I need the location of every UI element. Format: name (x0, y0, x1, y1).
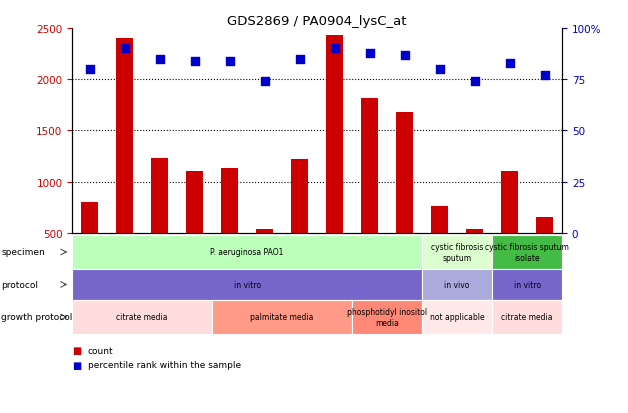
Point (190, 58, 200, 65)
Point (259, 79, 269, 85)
Text: percentile rank within the sample: percentile rank within the sample (88, 361, 241, 370)
Text: in vitro: in vitro (234, 280, 261, 289)
Point (470, 79, 480, 85)
Bar (396, 113, 413, 233)
Bar (536, 217, 553, 233)
Bar (361, 98, 378, 233)
Bar (81, 203, 99, 233)
Point (399, 52, 409, 59)
Title: GDS2869 / PA0904_lysC_at: GDS2869 / PA0904_lysC_at (227, 15, 407, 28)
Bar (291, 160, 308, 233)
Point (504, 60, 514, 67)
Point (365, 50, 375, 57)
Bar (151, 159, 168, 233)
Text: citrate media: citrate media (116, 313, 168, 322)
Point (435, 66, 445, 73)
Bar (221, 169, 239, 233)
Point (330, 46, 340, 52)
Bar (186, 172, 203, 233)
Text: phosphotidyl inositol
media: phosphotidyl inositol media (347, 308, 427, 327)
Point (539, 73, 550, 79)
Text: ■: ■ (72, 346, 82, 356)
Bar (431, 207, 448, 233)
Point (85, 66, 95, 73)
Bar (501, 172, 518, 233)
Point (225, 58, 235, 65)
Text: not applicable: not applicable (430, 313, 484, 322)
Text: growth protocol: growth protocol (1, 313, 73, 322)
Text: specimen: specimen (1, 248, 45, 257)
Text: cystic fibrosis sputum
isolate: cystic fibrosis sputum isolate (485, 243, 569, 262)
Bar (256, 229, 273, 233)
Text: citrate media: citrate media (501, 313, 553, 322)
Text: in vivo: in vivo (445, 280, 470, 289)
Point (295, 56, 305, 63)
Text: protocol: protocol (1, 280, 38, 289)
Bar (466, 229, 484, 233)
Bar (326, 36, 344, 233)
Text: count: count (88, 346, 114, 355)
Text: P. aeruginosa PAO1: P. aeruginosa PAO1 (210, 248, 284, 257)
Point (154, 56, 165, 63)
Text: in vitro: in vitro (514, 280, 541, 289)
Point (120, 46, 130, 52)
Text: ■: ■ (72, 360, 82, 370)
Text: palmitate media: palmitate media (251, 313, 314, 322)
Text: cystic fibrosis
sputum: cystic fibrosis sputum (431, 243, 484, 262)
Bar (116, 39, 133, 233)
